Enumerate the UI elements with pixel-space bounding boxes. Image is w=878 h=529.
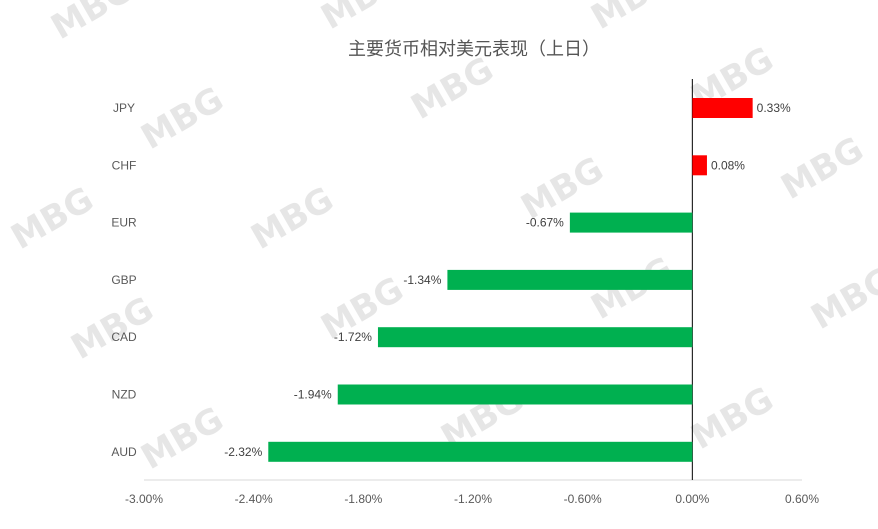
- category-label-chf: CHF: [112, 158, 137, 172]
- bar-chf: [692, 155, 707, 176]
- watermark-logo: MBG: [65, 289, 161, 367]
- x-tick-label: -1.20%: [454, 492, 492, 506]
- bar-gbp: [447, 269, 693, 290]
- watermark-logo: MBG: [685, 379, 781, 457]
- bar-nzd: [337, 384, 693, 405]
- category-label-cad: CAD: [111, 330, 137, 344]
- watermark-logo: MBG: [45, 0, 141, 48]
- data-label-eur: -0.67%: [526, 216, 564, 230]
- chart-title: 主要货币相对美元表现（上日）: [348, 39, 600, 60]
- watermark-logo: MBG: [135, 79, 231, 157]
- x-tick-label: -1.80%: [344, 492, 382, 506]
- category-label-nzd: NZD: [112, 388, 137, 402]
- plot-area: -3.00% -2.40% -1.80% -1.20% -0.60% 0.00% 0.60%…: [111, 79, 819, 506]
- x-tick-label: 0.00%: [675, 492, 709, 506]
- x-tick-label: -3.00%: [125, 492, 163, 506]
- data-label-aud: -2.32%: [224, 445, 262, 459]
- watermark-logo: MBG: [775, 129, 871, 207]
- watermark-logo: MBG: [5, 179, 101, 257]
- bar-aud: [268, 441, 693, 462]
- category-label-jpy: JPY: [113, 101, 135, 115]
- watermark-logo: MBG: [135, 399, 231, 477]
- data-label-nzd: -1.94%: [294, 388, 332, 402]
- data-label-gbp: -1.34%: [403, 273, 441, 287]
- x-tick-label: -2.40%: [235, 492, 273, 506]
- watermark-logo: MBG: [405, 49, 501, 127]
- bar-eur: [569, 212, 693, 233]
- bar-cad: [377, 327, 693, 348]
- watermark-logo: MBG: [315, 0, 411, 38]
- watermark-logo: MBG: [585, 0, 681, 38]
- watermark-logo: MBG: [245, 179, 341, 257]
- category-label-gbp: GBP: [111, 273, 136, 287]
- data-label-chf: 0.08%: [711, 158, 745, 172]
- category-label-eur: EUR: [111, 216, 137, 230]
- data-label-cad: -1.72%: [334, 330, 372, 344]
- x-tick-label: -0.60%: [564, 492, 602, 506]
- bar-jpy: [692, 98, 753, 118]
- x-tick-label: 0.60%: [785, 492, 819, 506]
- data-label-jpy: 0.33%: [757, 101, 791, 115]
- watermark-logo: MBG: [805, 259, 878, 337]
- category-label-aud: AUD: [111, 445, 137, 459]
